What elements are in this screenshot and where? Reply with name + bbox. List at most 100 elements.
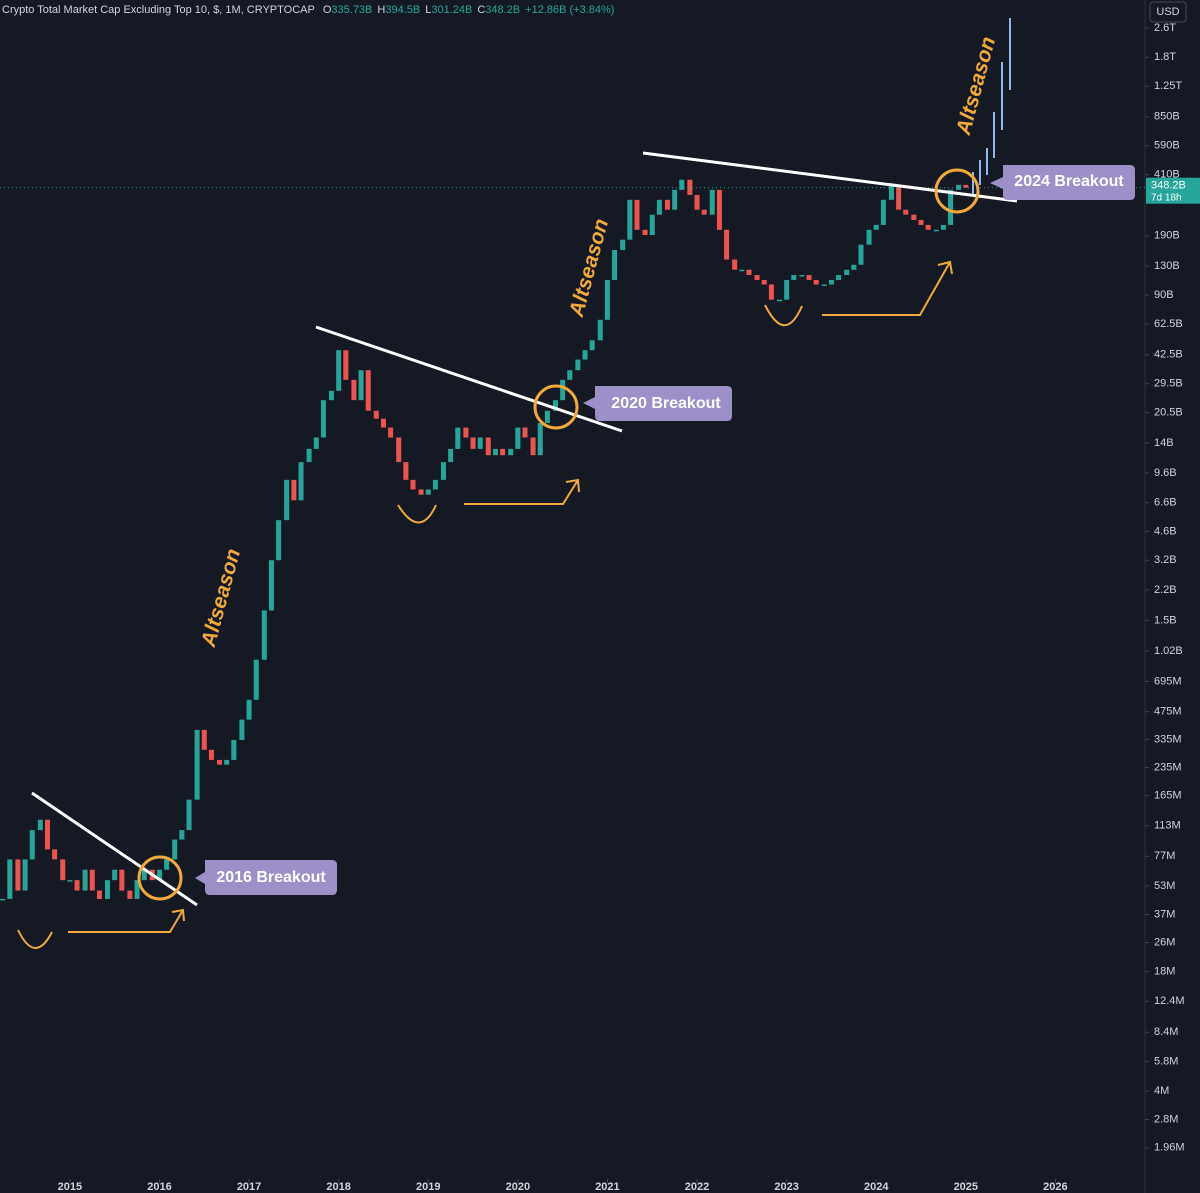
candle-body <box>687 179 693 195</box>
candle-body <box>22 859 28 891</box>
candle-body <box>328 390 335 401</box>
candle-body <box>806 275 812 280</box>
x-tick-label: 2022 <box>685 1181 709 1193</box>
candle-body <box>246 699 252 720</box>
candle-body <box>515 427 521 449</box>
candle-body <box>284 479 290 521</box>
candle-body <box>463 427 469 438</box>
candle-body <box>866 229 872 245</box>
candle-body <box>343 350 349 380</box>
y-tick-label: 1.8T <box>1154 51 1176 63</box>
y-tick-label: 590B <box>1154 140 1180 152</box>
candle-body <box>373 410 379 419</box>
y-tick-label: 62.5B <box>1154 318 1183 330</box>
candle-body <box>96 890 102 899</box>
altseason-label: Altseason <box>952 34 1000 138</box>
candle-body <box>918 219 924 225</box>
y-tick-label: 190B <box>1154 230 1180 242</box>
candle-body <box>119 869 125 891</box>
candle-body <box>365 370 371 411</box>
candle-body <box>313 437 319 449</box>
y-tick-label: 12.4M <box>1154 995 1185 1007</box>
candle-body <box>656 199 662 215</box>
candle-body <box>746 269 752 276</box>
candle-body <box>112 869 118 881</box>
candle-body <box>649 214 655 236</box>
candle-body <box>716 189 722 230</box>
y-tick-label: 695M <box>1154 675 1182 687</box>
x-tick-label: 2023 <box>774 1181 798 1193</box>
candle-body <box>261 610 267 660</box>
x-tick-label: 2020 <box>506 1181 530 1193</box>
y-tick-label: 130B <box>1154 260 1180 272</box>
y-tick-label: 113M <box>1154 820 1181 832</box>
candle-body <box>537 423 543 456</box>
ohlc-label: O <box>322 4 332 16</box>
y-tick-label: 53M <box>1154 880 1175 892</box>
candle-body <box>82 869 88 891</box>
candle-body <box>552 400 558 411</box>
candle-body <box>253 659 259 700</box>
x-tick-label: 2015 <box>58 1181 82 1193</box>
candle-body <box>186 799 192 831</box>
y-tick-label: 20.5B <box>1154 407 1183 419</box>
candle-body <box>828 279 834 285</box>
candle-body <box>940 224 946 230</box>
candle-body <box>582 350 588 360</box>
candle-body <box>956 184 962 190</box>
candle-body <box>620 239 626 250</box>
label-box <box>583 386 732 421</box>
last-price-box <box>1146 177 1200 204</box>
candle-body <box>560 379 566 401</box>
candle-body <box>948 189 954 225</box>
y-tick-label: 8.4M <box>1154 1026 1178 1038</box>
candle-body <box>844 269 850 276</box>
candle-body <box>432 479 438 490</box>
candle-body <box>276 520 282 561</box>
candle-body <box>216 759 223 765</box>
projection <box>972 18 1011 195</box>
candle-body <box>754 275 760 280</box>
candle-body <box>672 189 678 210</box>
candle-body <box>888 184 894 200</box>
y-tick-label: 9.6B <box>1154 467 1177 479</box>
breakout-circle <box>934 168 980 214</box>
y-tick-label: 3.2B <box>1154 554 1177 566</box>
y-tick-label: 77M <box>1154 850 1175 862</box>
altseason-label: Altseason <box>197 546 245 650</box>
ohlc-value: 394.5B <box>385 4 421 16</box>
cup <box>764 304 803 327</box>
currency-box <box>1149 1 1187 23</box>
arrow <box>68 908 185 933</box>
candle-body <box>403 462 409 480</box>
candle-body <box>358 370 364 401</box>
candle-body <box>880 199 886 225</box>
candle-body <box>799 275 805 277</box>
candle-body <box>963 184 969 188</box>
candle-body <box>508 448 514 456</box>
candle-body <box>896 184 902 210</box>
y-tick-label: 850B <box>1154 111 1180 123</box>
y-tick-label: 5.8M <box>1154 1056 1178 1068</box>
y-tick-label: 410B <box>1154 169 1180 181</box>
candle-body <box>37 819 43 831</box>
x-tick-label: 2017 <box>237 1181 261 1193</box>
x-tick-label: 2024 <box>864 1181 889 1193</box>
y-tick-label: 18M <box>1154 966 1175 978</box>
candle-body <box>664 199 670 210</box>
candle-body <box>60 859 66 881</box>
currency: USD <box>1156 6 1179 18</box>
ohlc-value: 335.73B <box>331 4 373 16</box>
y-tick-label: 1.96M <box>1154 1142 1185 1154</box>
candle-body <box>768 284 774 300</box>
y-tick-label: 1.02B <box>1154 645 1183 657</box>
candle-body <box>89 869 95 891</box>
candle-body <box>0 898 6 901</box>
breakout-circles <box>137 168 980 901</box>
y-tick-label: 4.6B <box>1154 525 1177 537</box>
candle-body <box>164 859 170 870</box>
candle-body <box>477 437 483 449</box>
candle-body <box>396 437 402 463</box>
y-tick-label: 14B <box>1154 437 1174 449</box>
